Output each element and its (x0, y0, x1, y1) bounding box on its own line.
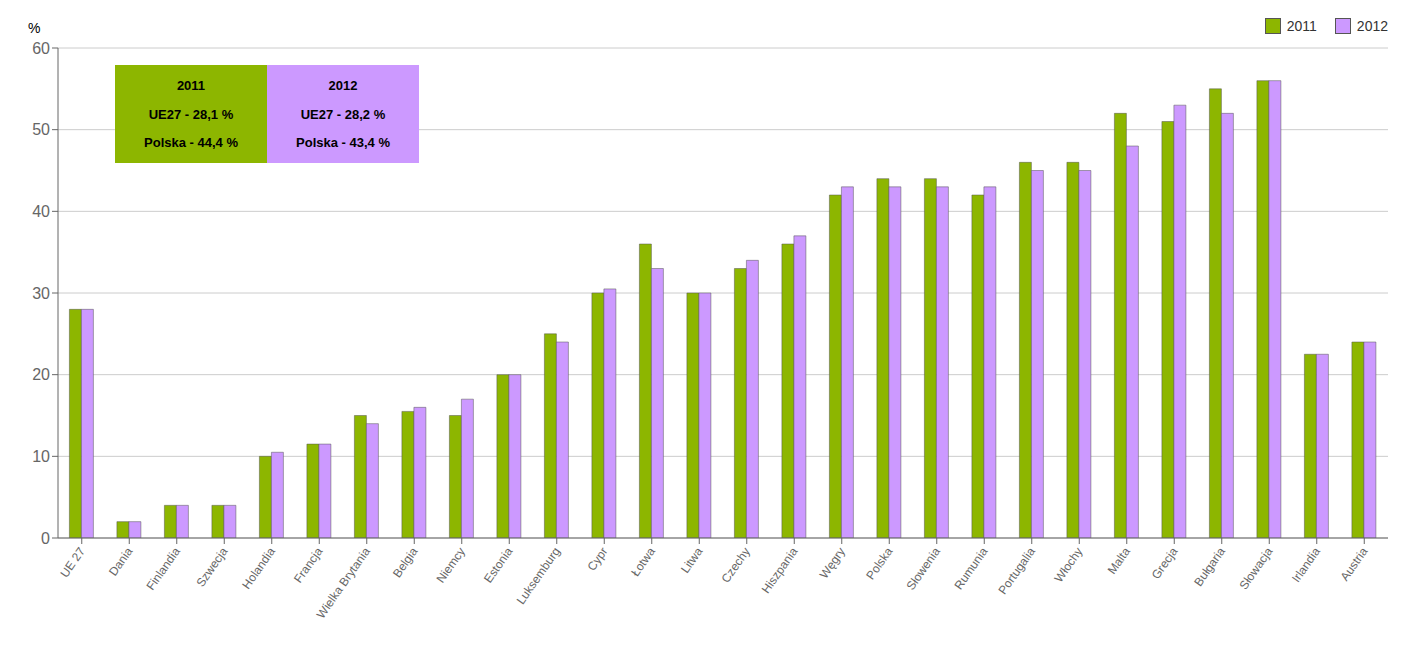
svg-text:30: 30 (32, 285, 50, 302)
svg-text:Francja: Francja (291, 545, 326, 586)
html-text:2011: 2011 (176, 78, 206, 94)
html-text:Polska - 44,4 %: Polska - 44,4 % (144, 134, 238, 150)
svg-text:Hiszpania: Hiszpania (759, 545, 801, 596)
svg-text:0: 0 (41, 530, 50, 547)
svg-text:Włochy: Włochy (1051, 545, 1085, 585)
svg-text:Łotwa: Łotwa (628, 545, 658, 580)
svg-text:Rumunia: Rumunia (951, 545, 990, 593)
svg-text:Litwa: Litwa (678, 545, 706, 576)
svg-text:20: 20 (32, 366, 50, 383)
svg-text:Węgry: Węgry (817, 545, 848, 581)
svg-text:Finlandia: Finlandia (144, 545, 184, 593)
svg-text:40: 40 (32, 203, 50, 220)
svg-text:Portugalia: Portugalia (996, 545, 1039, 598)
svg-text:Wielka Brytania: Wielka Brytania (314, 545, 373, 622)
svg-text:Malta: Malta (1105, 545, 1133, 577)
svg-text:Słowenia: Słowenia (904, 545, 944, 593)
svg-text:UE 27: UE 27 (57, 545, 88, 581)
svg-text:Austria: Austria (1338, 545, 1371, 584)
html-text:Polska - 43,4 %: Polska - 43,4 % (296, 134, 390, 150)
svg-text:Dania: Dania (106, 545, 136, 579)
svg-text:Bułgaria: Bułgaria (1191, 545, 1228, 589)
svg-text:Belgia: Belgia (390, 545, 421, 581)
svg-text:10: 10 (32, 448, 50, 465)
html-text:2012: 2012 (1356, 18, 1388, 34)
svg-text:Szwecja: Szwecja (193, 545, 230, 590)
html-text:2012: 2012 (328, 78, 358, 94)
svg-text:Czechy: Czechy (719, 545, 753, 586)
svg-text:Luksemburg: Luksemburg (514, 545, 563, 607)
svg-text:Irlandia: Irlandia (1289, 545, 1323, 586)
svg-text:Polska: Polska (863, 545, 895, 583)
html-text:UE27 - 28,1 %: UE27 - 28,1 % (148, 106, 234, 122)
svg-text:Niemcy: Niemcy (434, 545, 468, 586)
svg-text:Grecja: Grecja (1149, 545, 1181, 582)
svg-text:60: 60 (32, 40, 50, 57)
html-text:2011: 2011 (1286, 18, 1317, 34)
svg-text:Cypr: Cypr (584, 545, 610, 574)
svg-text:50: 50 (32, 121, 50, 138)
svg-text:Holandia: Holandia (239, 545, 278, 592)
svg-text:Słowacja: Słowacja (1236, 545, 1275, 593)
html-text:UE27 - 28,2 %: UE27 - 28,2 % (300, 106, 386, 122)
svg-text:Estonia: Estonia (481, 545, 516, 586)
